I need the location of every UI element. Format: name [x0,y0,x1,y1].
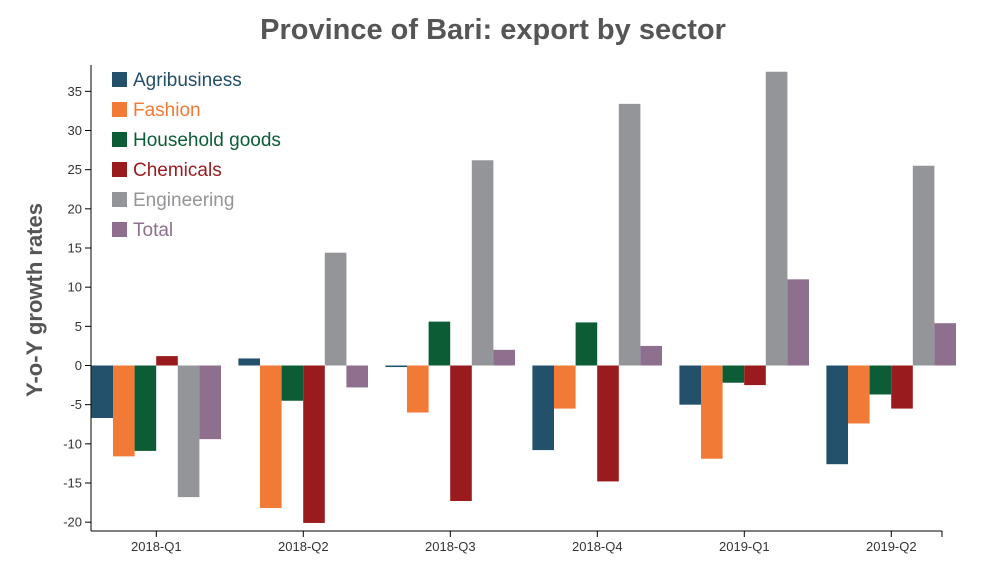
legend-swatch [112,222,127,237]
y-tick-label: -15 [63,476,82,491]
y-tick-label: 30 [68,123,82,138]
y-tick-label: 25 [68,162,82,177]
legend-entry: Household goods [133,130,281,151]
bar-agribusiness [826,365,848,465]
bar-household-goods [575,322,598,366]
bar-total [640,345,662,366]
legend-entry: Total [133,220,173,241]
bar-total [493,349,515,366]
bar-agribusiness [532,365,554,451]
bar-household-goods [281,365,304,401]
legend-swatch [112,102,127,117]
bar-household-goods [428,321,451,366]
y-tick-label: 10 [68,280,82,295]
bar-household-goods [134,365,157,451]
legend-swatch [112,162,127,177]
bar-total [199,365,221,440]
chart-title: Province of Bari: export by sector [260,14,726,46]
bar-chemicals [744,365,766,386]
y-tick-label: 15 [68,241,82,256]
bar-total [787,279,809,366]
bar-fashion [260,365,282,509]
bar-engineering [765,71,788,366]
bar-engineering [324,252,347,366]
x-tick-label: 2019-Q2 [866,539,917,554]
bar-fashion [848,365,870,424]
bar-chemicals [597,365,619,482]
bar-fashion [407,365,429,413]
legend-entry: Fashion [133,100,201,121]
bar-agribusiness [679,365,701,405]
y-tick-label: 20 [68,201,82,216]
bar-agribusiness [238,358,260,366]
bar-household-goods [869,365,892,395]
x-tick-label: 2018-Q2 [278,539,329,554]
x-tick-label: 2018-Q4 [572,539,623,554]
x-tick-label: 2018-Q3 [425,539,476,554]
legend-entry: Chemicals [133,160,222,181]
bar-engineering [471,160,494,366]
bar-engineering [618,103,641,366]
bar-chemicals [303,365,325,523]
bar-agribusiness [91,365,113,418]
x-tick-label: 2019-Q1 [719,539,770,554]
bar-fashion [113,365,135,457]
y-tick-label: 0 [75,358,82,373]
bar-agribusiness [385,365,407,368]
y-tick-label: -20 [63,515,82,530]
y-tick-label: 5 [75,319,82,334]
legend-entry: Engineering [133,190,234,211]
bar-fashion [701,365,723,459]
legend-entry: Agribusiness [133,70,242,91]
legend-swatch [112,192,127,207]
bar-household-goods [722,365,745,383]
legend-swatch [112,72,127,87]
bar-engineering [912,165,935,366]
x-tick-label: 2018-Q1 [131,539,182,554]
legend-swatch [112,132,127,147]
bar-total [934,323,956,366]
bar-fashion [554,365,576,409]
y-tick-label: -5 [70,397,82,412]
y-axis-label: Y-o-Y growth rates [22,203,47,397]
bar-engineering [177,365,200,498]
bar-total [346,365,368,388]
bar-chemicals [450,365,472,502]
bar-chemicals [891,365,913,409]
y-tick-label: 35 [68,84,82,99]
y-tick-label: -10 [63,436,82,451]
bar-chemicals [156,356,178,366]
